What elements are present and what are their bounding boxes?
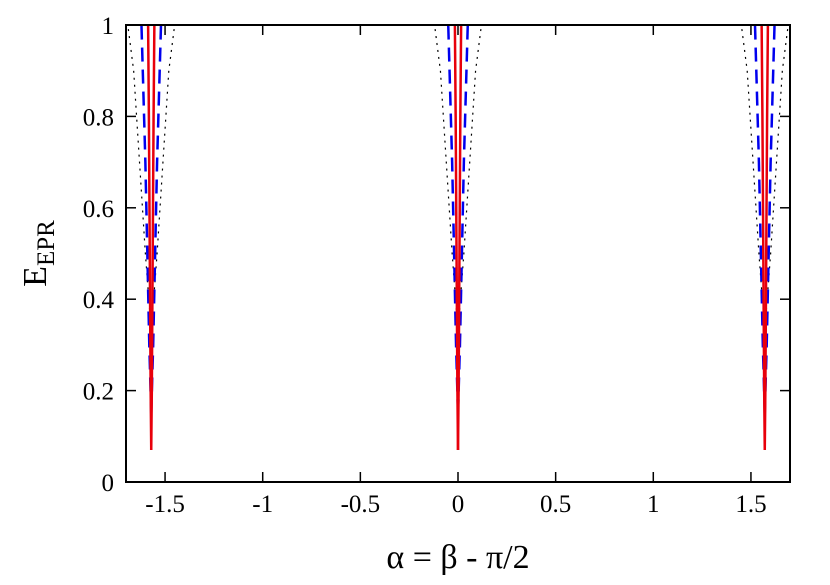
y-tick-label-2: 0.4 <box>83 287 115 314</box>
series-dotted-curve-0-left <box>127 25 152 332</box>
y-tick-label-1: 0.2 <box>83 379 114 406</box>
series-dotted-curve-0-right <box>150 25 176 332</box>
x-tick-label-2: -0.5 <box>341 491 381 518</box>
x-tick-label-5: 1 <box>647 491 660 518</box>
series-solid-curve-2-right <box>763 25 770 451</box>
x-tick-label-6: 1.5 <box>735 491 766 518</box>
y-tick-label-3: 0.6 <box>83 196 114 223</box>
y-axis-title: EEPR <box>17 220 60 287</box>
series-dotted-curve-2-right <box>764 25 789 332</box>
series-dotted-curve-2-left <box>740 25 766 332</box>
y-tick-label-5: 1 <box>102 13 115 40</box>
series-solid-curve-1-right <box>456 25 463 451</box>
y-axis-title-main: E <box>17 266 54 287</box>
series-solid-curve-0-right <box>149 25 156 451</box>
x-tick-label-1: -1 <box>252 491 273 518</box>
x-axis-title: α = β - π/2 <box>386 539 529 576</box>
y-axis-title-subscript: EPR <box>33 220 60 266</box>
y-tick-label-0: 0 <box>102 470 115 497</box>
ticks-layer: -1.5 -1 -0.5 0 0.5 1 1.5 0 0.2 0.4 0.6 0.8 1 <box>83 13 790 518</box>
x-tick-label-4: 0.5 <box>540 491 571 518</box>
series-dotted-curve-1-right <box>457 25 483 332</box>
y-tick-label-4: 0.8 <box>83 104 114 131</box>
x-tick-label-3: 0 <box>452 491 465 518</box>
x-tick-label-0: -1.5 <box>145 491 185 518</box>
series-layer <box>127 25 789 451</box>
series-dotted-curve-1-left <box>433 25 459 332</box>
